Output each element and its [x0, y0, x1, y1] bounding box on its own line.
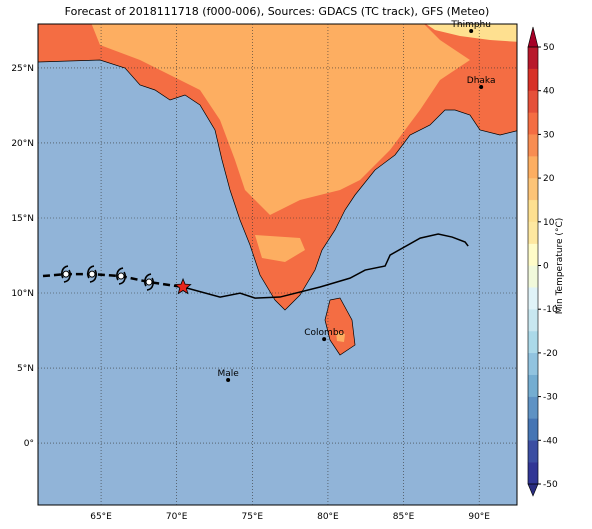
city-dot: [469, 29, 474, 34]
city-label: Thimphu: [450, 20, 491, 30]
cyclone-eye: [145, 278, 153, 286]
colorbar-tick-label: -40: [543, 436, 558, 446]
cyclone-symbol: [144, 273, 154, 291]
colorbar-band: [527, 68, 539, 91]
map-frame: [37, 23, 518, 506]
cyclone-symbol: [61, 265, 71, 283]
colorbar-band: [527, 418, 539, 441]
cyclone-eye: [88, 270, 96, 278]
colorbar-band: [527, 440, 539, 463]
city-label: Male: [217, 369, 239, 379]
colorbar-band: [527, 243, 539, 266]
lon-tick-label: 80°E: [317, 512, 339, 522]
title: Forecast of 2018111718 (f000-006), Sourc…: [65, 5, 490, 18]
city-dot: [322, 337, 327, 342]
lat-tick-label: 20°N: [11, 139, 34, 149]
colorbar-tick-label: -20: [543, 349, 558, 359]
city-dot: [479, 85, 484, 90]
cyclone-symbol: [116, 267, 126, 285]
city-label: Colombo: [304, 328, 344, 338]
colorbar-tick-label: 50: [543, 43, 555, 53]
lon-tick-label: 90°E: [468, 512, 490, 522]
colorbar-band: [527, 374, 539, 397]
colorbar-over: [527, 26, 539, 48]
colorbar-band: [527, 265, 539, 288]
colorbar-tick-label: -10: [543, 305, 558, 315]
colorbar-tick-label: -50: [543, 480, 558, 490]
colorbar-band: [527, 309, 539, 332]
lon-tick-label: 75°E: [241, 512, 263, 522]
lon-tick-label: 65°E: [90, 512, 112, 522]
colorbar-band: [527, 177, 539, 201]
colorbar-tick-label: 20: [543, 174, 555, 184]
colorbar-band: [527, 112, 539, 135]
lon-tick-label: 70°E: [166, 512, 188, 522]
colorbar-band: [527, 90, 539, 113]
map-overlay: [38, 24, 517, 505]
colorbar-band: [527, 287, 539, 310]
colorbar-tick-label: 0: [543, 262, 549, 272]
colorbar-band: [527, 352, 539, 375]
cyclone-eye: [117, 272, 125, 280]
colorbar-tick-label: 40: [543, 87, 555, 97]
colorbar-tick-label: 30: [543, 130, 555, 140]
colorbar-band: [527, 396, 539, 419]
lat-tick-label: 5°N: [17, 364, 34, 374]
colorbar-band: [527, 221, 539, 244]
colorbar-band: [527, 330, 539, 354]
past-track: [182, 233, 469, 299]
lat-tick-label: 15°N: [11, 214, 34, 224]
current-position: [174, 277, 192, 295]
colorbar-band: [527, 199, 539, 222]
colorbar-tick-label: 10: [543, 218, 555, 228]
colorbar-band: [527, 156, 539, 179]
cyclone-symbol: [87, 265, 97, 283]
city-label: Dhaka: [467, 76, 496, 86]
colorbar-band: [527, 46, 539, 70]
forecast-track: [42, 272, 184, 289]
lat-tick-label: 0°: [24, 439, 34, 449]
lat-tick-label: 25°N: [11, 64, 34, 74]
land: [38, 24, 517, 356]
city-dot: [226, 378, 231, 383]
colorbar-tick-label: -30: [543, 393, 558, 403]
lat-tick-label: 10°N: [11, 289, 34, 299]
colorbar-band: [527, 134, 539, 157]
colorbar-under: [527, 483, 539, 497]
colorbar-band: [527, 461, 539, 485]
lon-tick-label: 85°E: [393, 512, 415, 522]
cyclone-eye: [62, 270, 70, 278]
colorbar-label: Min Temperature (°C): [555, 218, 565, 315]
